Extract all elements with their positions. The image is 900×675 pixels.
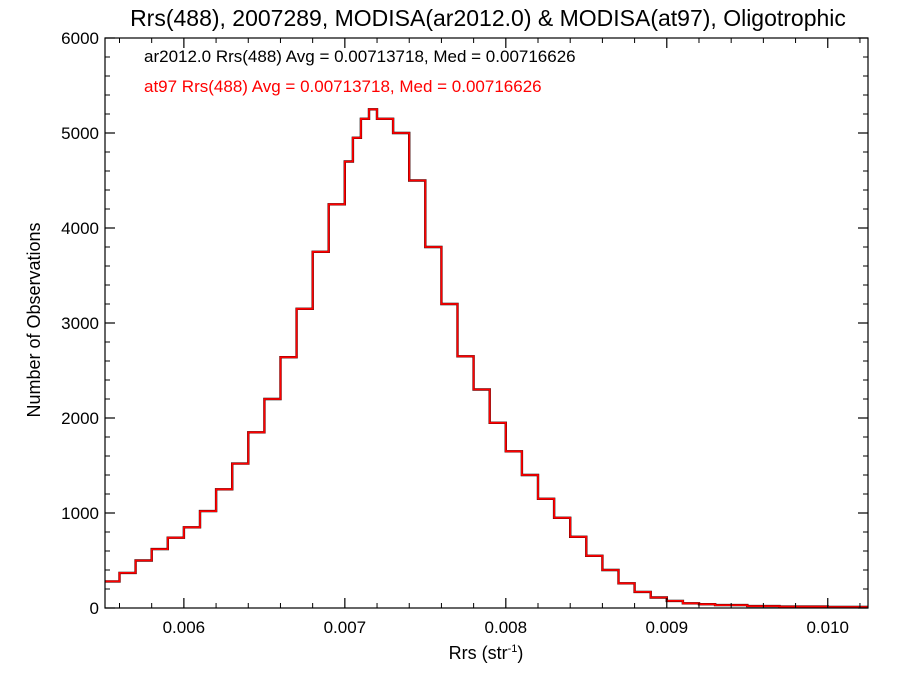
annotation-1: at97 Rrs(488) Avg = 0.00713718, Med = 0.… (144, 77, 542, 96)
ticks-layer: 0.006 0.007 0.008 0.009 0.010 0 1000 2000 3000 40… (61, 29, 868, 637)
x-tick-label: 0.010 (806, 618, 849, 637)
annotation-layer: ar2012.0 Rrs(488) Avg = 0.00713718, Med … (144, 47, 576, 96)
y-tick-label: 1000 (61, 504, 99, 523)
series-layer (105, 108, 868, 608)
plot-frame (104, 37, 869, 609)
annotation-0: ar2012.0 Rrs(488) Avg = 0.00713718, Med … (144, 47, 576, 66)
x-axis-label-close: ) (517, 643, 523, 663)
x-tick-label: 0.007 (324, 618, 367, 637)
chart-title: Rrs(488), 2007289, MODISA(ar2012.0) & MO… (130, 5, 846, 31)
x-axis-label-main: Rrs (str (449, 643, 508, 663)
y-tick-label: 2000 (61, 409, 99, 428)
y-tick-label: 0 (90, 599, 99, 618)
series-line-0 (105, 108, 868, 608)
x-tick-label: 0.009 (646, 618, 689, 637)
y-tick-label: 5000 (61, 124, 99, 143)
x-tick-label: 0.008 (485, 618, 528, 637)
series-line-1 (105, 108, 868, 608)
x-tick-label: 0.006 (163, 618, 206, 637)
y-tick-label: 4000 (61, 219, 99, 238)
y-axis-label: Number of Observations (24, 222, 44, 417)
x-axis-label-superscript: -1 (508, 643, 518, 655)
x-axis-label: Rrs (str-1) (449, 643, 524, 663)
y-tick-label: 3000 (61, 314, 99, 333)
y-tick-label: 6000 (61, 29, 99, 48)
